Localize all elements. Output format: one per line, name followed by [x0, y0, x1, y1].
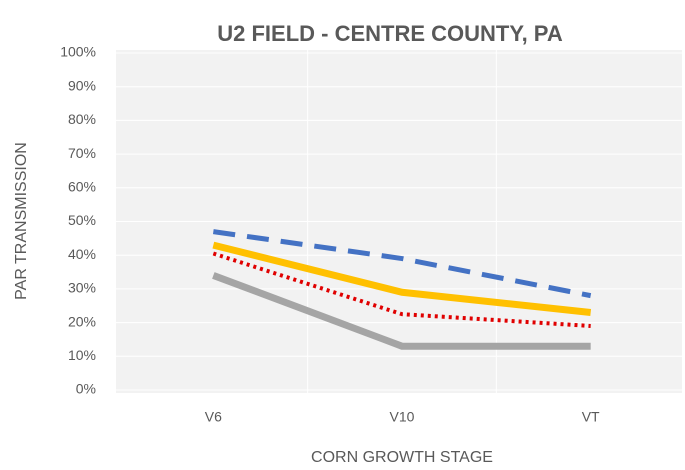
series-line [212, 241, 592, 316]
y-tick-label: 30% [68, 280, 96, 296]
y-tick-label: 40% [68, 246, 96, 262]
x-tick-label: V6 [205, 409, 222, 425]
y-tick-label: 20% [68, 313, 96, 329]
chart-title: U2 FIELD - CENTRE COUNTY, PA [217, 21, 563, 46]
y-tick-label: 80% [68, 111, 96, 127]
y-tick-label: 60% [68, 179, 96, 195]
series-line [212, 272, 591, 350]
x-axis-label: CORN GROWTH STAGE [311, 449, 493, 466]
series-line [212, 251, 591, 328]
y-tick-label: 100% [60, 44, 96, 60]
y-tick-label: 70% [68, 145, 96, 161]
x-tick-label: VT [582, 409, 600, 425]
y-tick-label: 0% [76, 381, 96, 397]
y-tick-label: 50% [68, 212, 96, 228]
y-tick-label: 10% [68, 347, 96, 363]
series-line [212, 229, 592, 299]
y-axis-label: PAR TRANSMISSION [13, 142, 30, 300]
y-tick-label: 90% [68, 77, 96, 93]
x-tick-label: V10 [390, 409, 415, 425]
